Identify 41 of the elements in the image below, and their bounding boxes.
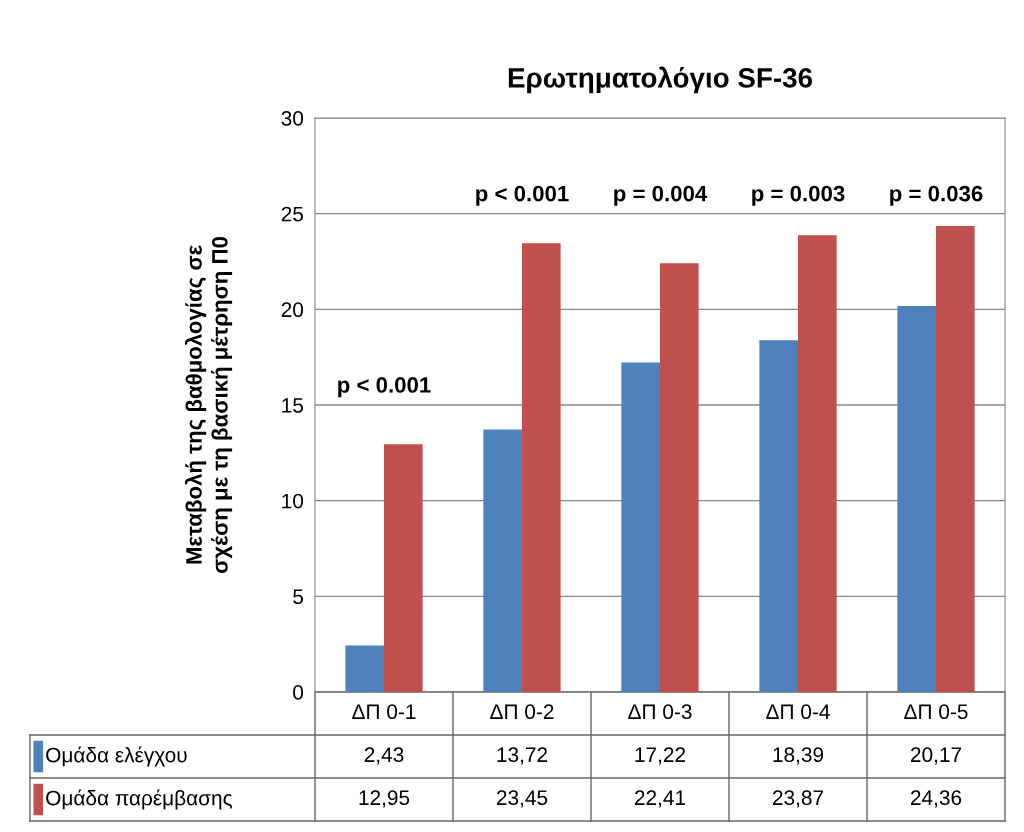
bar (759, 340, 798, 692)
x-tick-label: ΔΠ 0-3 (628, 704, 692, 720)
annotation: p < 0.001 (476, 185, 569, 206)
bar (483, 429, 522, 692)
bar (621, 362, 660, 692)
bar (345, 645, 384, 692)
x-tick-label: ΔΠ 0-1 (352, 704, 416, 720)
x-tick-label: ΔΠ 0-2 (490, 704, 554, 720)
data-label: 13,72 (497, 747, 548, 765)
chart-title: Ερωτηματολόγιο SF-36 (508, 66, 813, 94)
legend-label: Ομάδα παρέμβασης (46, 789, 233, 810)
y-tick-label: 0 (293, 685, 304, 700)
data-label: 12,95 (359, 790, 410, 808)
bar (798, 235, 837, 692)
data-label: 23,45 (496, 790, 548, 808)
data-label: 24,36 (910, 790, 962, 808)
annotation: p = 0.003 (752, 185, 845, 206)
x-tick-label: ΔΠ 0-5 (904, 704, 968, 720)
bar (660, 263, 699, 692)
y-tick-label: 5 (293, 589, 304, 605)
annotation: p = 0.036 (890, 185, 983, 206)
data-label: 20,17 (910, 747, 962, 765)
data-label: 23,87 (772, 790, 824, 808)
bar (522, 243, 561, 692)
data-label: 17,22 (635, 747, 686, 765)
bar (936, 225, 975, 692)
data-label: 22,41 (634, 790, 686, 808)
y-tick-label: 10 (282, 493, 304, 509)
legend-label: Ομάδα ελέγχου (46, 746, 187, 767)
y-axis-title: Μεταβολή της βαθμολογίας σε σχέση με τη βασική μέτρηση Π0 (184, 236, 233, 574)
data-label: 18,39 (773, 747, 824, 765)
bar (384, 444, 423, 692)
y-tick-label: 30 (281, 111, 304, 126)
y-tick-label: 20 (281, 302, 304, 318)
y-tick-label: 25 (281, 206, 304, 222)
bar (897, 306, 936, 692)
data-label: 2,43 (364, 747, 404, 765)
annotation: p = 0.004 (614, 185, 708, 206)
annotation: p < 0.001 (338, 377, 431, 398)
x-tick-label: ΔΠ 0-4 (766, 704, 830, 720)
y-tick-label: 15 (282, 398, 304, 413)
